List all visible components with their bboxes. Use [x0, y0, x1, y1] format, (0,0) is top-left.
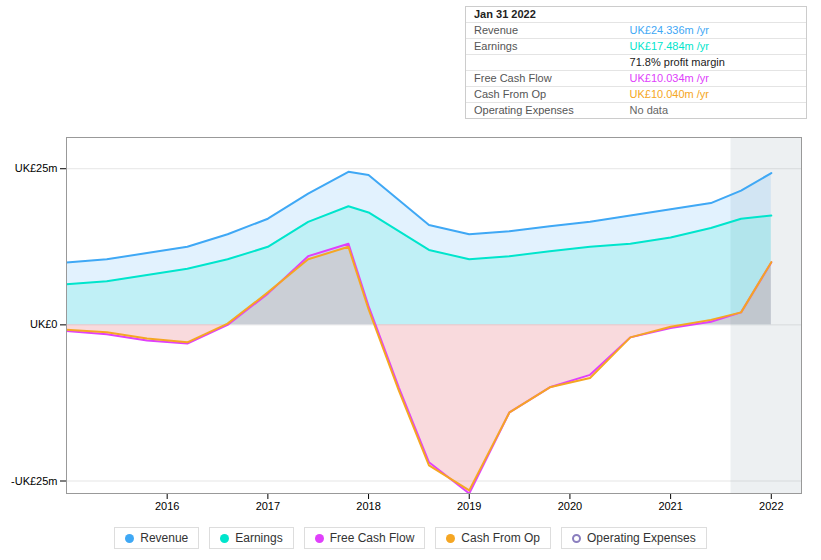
html-text:Operating Expenses: Operating Expenses	[474, 104, 574, 116]
svg-text:2019: 2019	[457, 500, 481, 512]
html-text:Revenue: Revenue	[474, 24, 518, 36]
html-text:Operating Expenses: Operating Expenses	[587, 531, 696, 545]
html-text:UK£10.034m /yr: UK£10.034m /yr	[629, 72, 709, 84]
html-text:71.8% profit margin: 71.8% profit margin	[629, 56, 725, 68]
html-text:Cash From Op: Cash From Op	[474, 88, 547, 100]
html-text:Earnings: Earnings	[474, 40, 518, 52]
svg-text:2017: 2017	[256, 500, 280, 512]
html-text:Revenue: Revenue	[140, 531, 189, 545]
html-text:Free Cash Flow: Free Cash Flow	[329, 531, 415, 545]
svg-text:2022: 2022	[759, 500, 783, 512]
html-text:No data: No data	[629, 104, 668, 116]
html-text:UK£10.040m /yr: UK£10.040m /yr	[629, 88, 709, 100]
svg-text:UK£0: UK£0	[30, 318, 58, 330]
svg-text:2016: 2016	[155, 500, 179, 512]
svg-text:2021: 2021	[658, 500, 682, 512]
html-text:Cash From Op: Cash From Op	[461, 531, 540, 545]
svg-text:-UK£25m: -UK£25m	[11, 475, 57, 487]
html-text:UK£17.484m /yr: UK£17.484m /yr	[629, 40, 709, 52]
html-text:UK£24.336m /yr: UK£24.336m /yr	[629, 24, 709, 36]
html-text:Jan 31 2022: Jan 31 2022	[474, 8, 536, 20]
html-text:Free Cash Flow: Free Cash Flow	[474, 72, 552, 84]
svg-text:2018: 2018	[356, 500, 380, 512]
html-text:Earnings: Earnings	[235, 531, 283, 545]
svg-text:2020: 2020	[558, 500, 582, 512]
svg-text:UK£25m: UK£25m	[15, 162, 58, 174]
